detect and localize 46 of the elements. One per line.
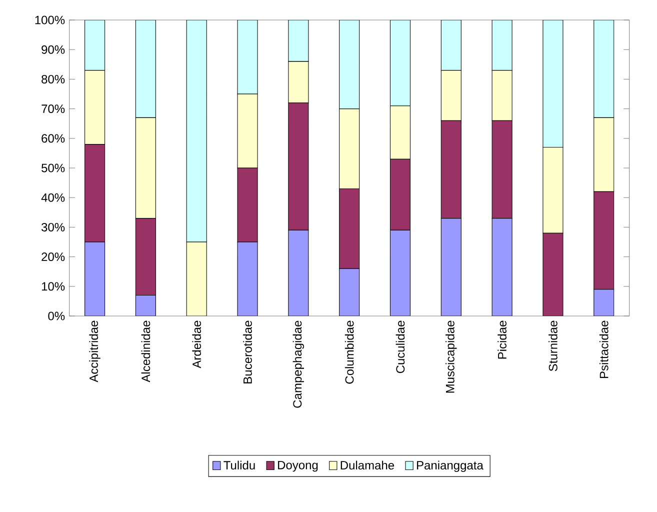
y-tick-label: 50%: [42, 164, 65, 172]
bar: [186, 20, 207, 242]
y-tick-label: 60%: [42, 134, 65, 143]
x-tick-label: Alcedinidae: [141, 320, 150, 382]
bar: [390, 20, 411, 106]
y-tick-label: 0%: [48, 312, 65, 320]
x-tick-label: Campephagidae: [292, 320, 304, 408]
x-tick-label: Cuculidae: [396, 320, 405, 374]
bar: [492, 20, 512, 71]
bar: [440, 20, 462, 71]
y-tick-label: 30%: [42, 222, 65, 232]
bar: [135, 295, 156, 316]
y-tick-label: 70%: [42, 104, 65, 114]
bar: [84, 20, 106, 71]
legend-label: Dulamahe: [340, 460, 394, 470]
bar: [288, 230, 309, 316]
legend-label: Panianggata: [417, 460, 484, 472]
bar: [135, 20, 156, 118]
legend-label: Tulidu: [224, 460, 255, 470]
bar: [440, 218, 462, 316]
x-tick-label: Psittacidae: [599, 320, 608, 378]
x-tick-label: Sturnidae: [548, 320, 558, 372]
x-tick-label: Picidae: [498, 320, 506, 359]
bar: [542, 20, 564, 148]
bar: [390, 230, 411, 316]
bar: [594, 20, 614, 118]
bar: [339, 268, 360, 316]
x-tick-label: Muscicapidae: [446, 320, 457, 393]
x-tick-label: Columbidae: [344, 320, 354, 384]
y-tick-label: 90%: [42, 45, 65, 54]
bar: [237, 20, 258, 94]
x-tick-label: Bucerotidae: [243, 320, 252, 384]
x-tick-label: Accipitridae: [89, 320, 100, 382]
y-tick-label: 100%: [35, 16, 65, 24]
y-tick-label: 20%: [42, 252, 65, 262]
bar: [594, 289, 614, 316]
legend-label: Doyong: [278, 460, 318, 472]
y-tick-label: 80%: [42, 74, 65, 84]
y-tick-label: 40%: [41, 193, 65, 202]
y-tick-label: 10%: [42, 282, 65, 291]
bar: [339, 20, 360, 110]
bar: [237, 242, 258, 316]
bar: [288, 20, 309, 62]
bar: [84, 242, 106, 316]
bar: [492, 218, 512, 316]
x-tick-label: Ardeidae: [192, 320, 202, 368]
